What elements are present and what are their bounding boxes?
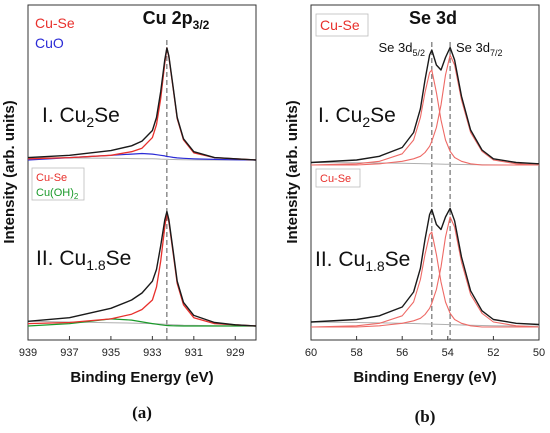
panel-b-ylabel: Intensity (arb. units) [284, 100, 301, 243]
panel-a-lower-data-line [27, 210, 257, 327]
panel-a-upper-legend-1: Cu-Se [35, 15, 75, 31]
panel-a-ticks: 939 937 935 933 931 929 [19, 336, 244, 359]
panel-b-xlabel: Binding Energy (eV) [353, 369, 496, 386]
panel-a-lower-legend: Cu-Se Cu(OH)2 [31, 167, 85, 201]
panel-b-xtick-label: 58 [350, 347, 362, 359]
panel-b-lower-label-sub: 1.8 [365, 258, 385, 274]
panel-a-xtick-label: 933 [143, 347, 161, 359]
panel-b-lower-label-end: Se [385, 248, 411, 271]
panel-b-peak-7-2-main: Se 3d [456, 40, 490, 55]
panel-b-peak-label-5-2: Se 3d5/2 [379, 40, 426, 58]
panel-a-title: Cu 2p3/2 [143, 8, 210, 32]
panel-b-plot [310, 42, 540, 340]
panel-b-lower-fit-7-2-line [311, 216, 540, 328]
panel-b-upper-legend-box [315, 13, 369, 37]
panel-b-upper-label-end: Se [370, 104, 396, 127]
panel-a-lower-legend-1: Cu-Se [36, 172, 67, 184]
panel-b: Intensity (arb. units) Se 3d Cu-Se Se 3d… [284, 4, 545, 426]
panel-b-xtick-label: 54 [442, 347, 454, 359]
panel-a-upper-trace-label: I. Cu2Se [42, 104, 120, 130]
panel-a-xtick-label: 929 [226, 347, 244, 359]
panel-a-lower-label-end: Se [106, 247, 132, 270]
panel-a-lower-legend-box [31, 167, 85, 201]
panel-a-xtick-label: 931 [185, 347, 203, 359]
panel-a-lower-trace-label: II. Cu1.8Se [36, 247, 131, 273]
panel-a-lower-legend-2: Cu(OH)2 [36, 187, 79, 201]
panel-a-lower-legend-2-sub: 2 [74, 192, 79, 201]
panel-b-lower-legend-box [315, 168, 361, 188]
panel-b-label: (b) [415, 407, 436, 426]
panel-a-xlabel: Binding Energy (eV) [70, 369, 213, 386]
panel-b-peak-7-2-sub: 7/2 [490, 48, 503, 58]
panel-a-upper-data-line [27, 47, 257, 161]
panel-a-label: (a) [132, 403, 152, 422]
panel-b-lower-label-main: II. Cu [315, 248, 365, 271]
panel-a-ylabel: Intensity (arb. units) [1, 100, 18, 243]
panel-a-title-main: Cu 2p [143, 8, 193, 28]
panel-b-xtick-label: 52 [487, 347, 499, 359]
panel-a-upper-label-main: I. Cu [42, 104, 86, 127]
panel-b-upper-label-main: I. Cu [318, 104, 362, 127]
panel-a-lower-fit-cu-se-line [27, 212, 257, 327]
panel-b-upper-label-sub: 2 [362, 114, 370, 130]
panel-b-upper-fit-7-2-line [311, 54, 540, 166]
panel-b-upper-legend-1: Cu-Se [320, 17, 360, 33]
panel-b-peak-5-2-main: Se 3d [379, 40, 413, 55]
panel-a-plot [27, 40, 257, 340]
panel-b-lower-legend-1: Cu-Se [320, 173, 351, 185]
panel-b-peak-5-2-sub: 5/2 [412, 48, 425, 58]
panel-a-xtick-label: 939 [19, 347, 37, 359]
panel-b-lower-fit-5-2-line [310, 231, 539, 328]
panel-b-lower-data-line [310, 207, 540, 326]
panel-a-xtick-label: 937 [60, 347, 78, 359]
panel-a-upper-legend-2: CuO [35, 35, 64, 51]
panel-a: Intensity (arb. units) Cu 2p3/2 Cu-Se Cu… [1, 4, 257, 422]
panel-a-upper-legend: Cu-Se CuO [35, 15, 75, 51]
panel-a-lower-legend-2-main: Cu(OH) [36, 187, 74, 199]
panel-b-lower-trace-label: II. Cu1.8Se [315, 248, 410, 274]
panel-b-xtick-label: 60 [305, 347, 317, 359]
panel-a-lower-label-main: II. Cu [36, 247, 86, 270]
panel-a-lower-label-sub: 1.8 [86, 257, 106, 273]
panel-a-upper-background-line [27, 157, 256, 161]
panel-b-peak-label-7-2: Se 3d7/2 [456, 40, 503, 58]
panel-b-ticks: 60 58 56 54 52 50 [305, 336, 545, 359]
panel-a-title-sub: 3/2 [193, 18, 210, 32]
panel-a-upper-label-sub: 2 [86, 114, 94, 130]
panel-b-upper-fit-5-2-line [310, 69, 539, 166]
panel-b-upper-trace-label: I. Cu2Se [318, 104, 396, 130]
panel-a-frame [27, 4, 257, 341]
panel-b-xtick-label: 50 [533, 347, 545, 359]
panel-b-title: Se 3d [409, 8, 457, 28]
panel-b-frame [310, 4, 540, 341]
panel-a-lower-fit-oxide-line [27, 318, 256, 327]
panel-a-upper-fit-oxide-line [27, 152, 257, 161]
panel-b-upper-data-line [310, 46, 540, 165]
panel-b-upper-legend: Cu-Se [315, 13, 369, 37]
panel-b-lower-legend: Cu-Se [315, 168, 361, 188]
panel-a-xtick-label: 935 [102, 347, 120, 359]
panel-a-upper-label-end: Se [94, 104, 120, 127]
panel-b-xtick-label: 56 [396, 347, 408, 359]
